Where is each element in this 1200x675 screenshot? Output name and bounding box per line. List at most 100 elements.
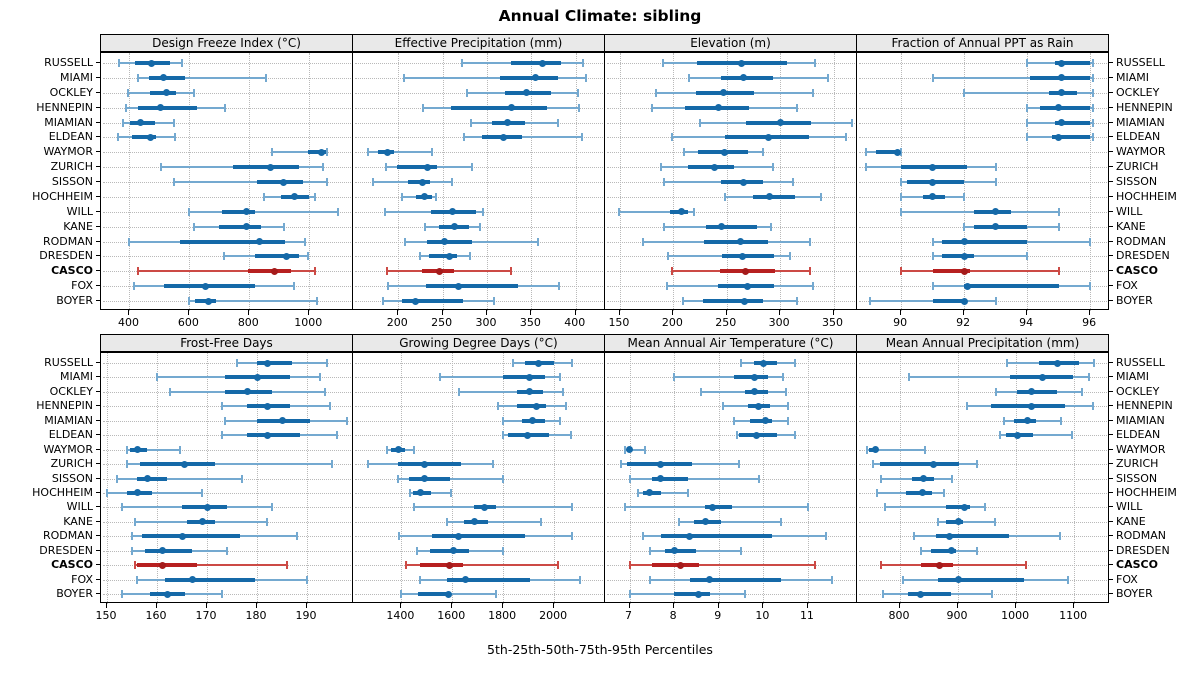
- median-dot: [646, 489, 654, 497]
- median-dot: [708, 503, 716, 511]
- panel-strip: Growing Degree Days (°C): [352, 334, 605, 352]
- gridline-horizontal: [355, 406, 603, 408]
- station-axis-tick: [96, 362, 100, 363]
- panel-title: Fraction of Annual PPT as Rain: [891, 36, 1074, 50]
- percentile-whisker-5-95: [881, 564, 1026, 567]
- whisker-cap-5th: [699, 118, 702, 127]
- gridline-horizontal: [859, 449, 1107, 451]
- gridline-horizontal: [355, 363, 603, 364]
- station-label: SISSON: [51, 175, 93, 188]
- whisker-cap-5th: [650, 103, 653, 112]
- percentile-whisker-5-95: [964, 91, 1094, 94]
- station-axis-tick: [1109, 477, 1113, 479]
- median-dot: [955, 576, 963, 584]
- median-dot: [535, 359, 543, 367]
- station-label: RUSSELL: [44, 356, 93, 369]
- percentile-box-25-75: [219, 224, 262, 229]
- whisker-cap-95th: [493, 297, 496, 305]
- station-label: RODMAN: [42, 529, 93, 543]
- median-dot: [1055, 133, 1063, 141]
- gridline-horizontal: [859, 152, 1107, 154]
- median-dot: [717, 223, 725, 231]
- whisker-cap-5th: [661, 59, 664, 67]
- median-dot: [741, 297, 749, 305]
- median-dot: [445, 561, 453, 569]
- percentile-whisker-5-95: [885, 506, 986, 509]
- whisker-cap-5th: [126, 445, 128, 454]
- median-dot: [532, 402, 540, 410]
- whisker-cap-5th: [236, 359, 238, 367]
- median-dot: [701, 518, 709, 526]
- x-axis-tick-label: 250: [715, 316, 737, 329]
- whisker-cap-95th: [806, 503, 809, 512]
- percentile-whisker-5-95: [368, 151, 432, 154]
- station-label: ZURICH: [1116, 160, 1159, 174]
- percentile-box-25-75: [942, 239, 1028, 244]
- whisker-cap-5th: [222, 252, 225, 261]
- percentile-box-25-75: [131, 135, 157, 140]
- whisker-cap-95th: [1089, 282, 1092, 291]
- x-axis-tick-label: 1100: [1059, 609, 1088, 622]
- whisker-cap-95th: [282, 222, 285, 231]
- median-dot: [146, 133, 154, 141]
- whisker-cap-95th: [430, 148, 433, 157]
- whisker-cap-5th: [367, 148, 370, 157]
- x-axis-tick: [441, 310, 443, 315]
- station-label: WILL: [1116, 204, 1143, 218]
- station-axis-tick: [96, 270, 100, 272]
- whisker-cap-5th: [418, 575, 421, 584]
- x-axis-tick: [779, 310, 781, 315]
- x-axis-tick-label: 400: [117, 316, 139, 329]
- whisker-cap-5th: [723, 192, 726, 201]
- percentile-box-25-75: [1017, 389, 1057, 394]
- whisker-cap-5th: [740, 359, 743, 367]
- whisker-cap-5th: [106, 488, 108, 497]
- station-label: ELDEAN: [48, 428, 93, 442]
- station-label: RODMAN: [1116, 529, 1167, 543]
- percentile-box-25-75: [397, 165, 438, 170]
- station-axis-tick: [96, 491, 100, 493]
- percentile-box-25-75: [425, 284, 519, 289]
- whisker-cap-5th: [624, 445, 627, 454]
- median-dot: [523, 431, 531, 439]
- station-axis-tick: [96, 448, 100, 450]
- whisker-cap-5th: [722, 402, 725, 411]
- percentile-box-25-75: [222, 209, 256, 214]
- station-label: ZURICH: [1116, 457, 1159, 471]
- whisker-cap-5th: [117, 59, 120, 67]
- whisker-cap-95th: [845, 133, 848, 142]
- whisker-cap-95th: [994, 163, 997, 172]
- main-title: Annual Climate: sibling: [498, 7, 702, 25]
- median-dot: [278, 417, 286, 425]
- percentile-box-25-75: [674, 592, 710, 596]
- percentile-box-25-75: [703, 299, 764, 303]
- percentile-box-25-75: [232, 165, 299, 170]
- x-axis-tick-label: 300: [475, 316, 497, 329]
- whisker-cap-5th: [263, 192, 266, 201]
- median-dot: [205, 297, 213, 305]
- percentile-box-25-75: [142, 534, 240, 539]
- station-label: MIAMIAN: [44, 413, 93, 427]
- whisker-cap-95th: [556, 561, 559, 570]
- station-axis-tick: [1109, 166, 1113, 168]
- whisker-cap-95th: [326, 148, 329, 157]
- x-axis-tick: [762, 603, 764, 608]
- plot-panel: [604, 352, 857, 604]
- station-axis-tick: [96, 405, 100, 407]
- whisker-cap-5th: [735, 431, 738, 440]
- whisker-cap-5th: [880, 561, 883, 570]
- station-label: HOCHHEIM: [32, 485, 93, 499]
- station-label: CASCO: [51, 558, 93, 572]
- station-label: WAYMOR: [43, 145, 93, 159]
- whisker-cap-95th: [556, 118, 559, 127]
- station-axis-tick: [96, 506, 100, 508]
- station-label: SISSON: [51, 471, 93, 485]
- whisker-cap-5th: [126, 88, 129, 97]
- median-dot: [446, 252, 454, 260]
- whisker-cap-95th: [314, 192, 317, 201]
- whisker-cap-95th: [644, 445, 647, 454]
- percentile-box-25-75: [397, 462, 462, 467]
- whisker-cap-5th: [931, 252, 934, 261]
- median-dot: [243, 388, 251, 396]
- whisker-cap-5th: [502, 431, 505, 440]
